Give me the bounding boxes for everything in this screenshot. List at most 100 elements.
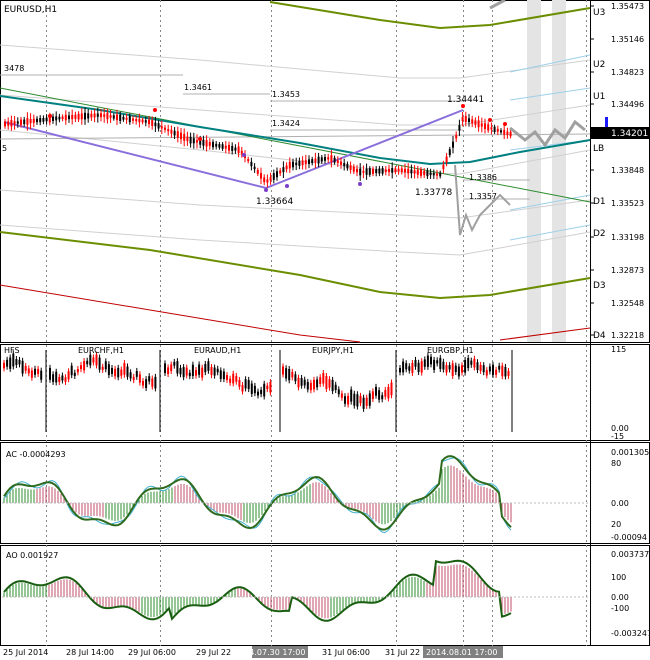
hfs-body	[375, 386, 377, 396]
candle-body	[480, 123, 483, 127]
hfs-body	[309, 382, 312, 391]
candle-body	[128, 116, 131, 123]
candle-body	[372, 168, 374, 174]
ac-scale-20: 20	[611, 520, 621, 529]
envelope-line	[0, 231, 591, 300]
hfs-body	[282, 366, 284, 375]
hfs-body	[64, 377, 67, 382]
hfs-label: HFS	[4, 346, 20, 355]
hfs-body	[188, 372, 191, 377]
hfs-body	[319, 377, 322, 385]
price-tick-label: 1.35146	[611, 35, 644, 44]
hfs-body	[15, 359, 18, 365]
candle-body	[320, 157, 323, 162]
candle-body	[362, 170, 365, 173]
candle-body	[256, 169, 259, 174]
candle-body	[436, 173, 438, 176]
time-axis[interactable]: 25 Jul 2014 28 Jul 14:00 29 Jul 06:00 29…	[3, 646, 503, 658]
price-annotations: 3478 1.3461 1.3453 1.3424 1.34441 1.3366…	[4, 64, 497, 207]
hfs-body	[479, 364, 482, 371]
forecast-ray	[509, 194, 591, 211]
ao-scale-neg100: -100	[611, 604, 629, 613]
candle-body	[234, 147, 237, 151]
candle-body	[164, 127, 166, 130]
hfs-body	[6, 359, 9, 367]
annotation-1-3357: 1.3357	[469, 192, 497, 201]
hfs-body	[507, 370, 510, 376]
hfs-body	[185, 367, 188, 376]
hfs-body	[107, 364, 110, 376]
hfs-body	[340, 393, 343, 398]
hfs-body	[257, 391, 259, 396]
ac-scale-zero: 0.00	[611, 499, 629, 508]
hfs-body	[488, 366, 491, 372]
ao-scale-zero: 0.00	[611, 593, 629, 602]
hfs-body	[334, 384, 337, 391]
hfs-body	[365, 397, 368, 406]
hfs-body	[347, 395, 350, 405]
price-tick-label: 1.35473	[611, 2, 644, 11]
hfs-body	[359, 395, 362, 404]
time-label-4: 31 Jul 06:00	[322, 648, 370, 657]
candle-body	[202, 139, 205, 146]
hfs-body	[414, 359, 417, 367]
candle-body	[215, 143, 218, 147]
hfs-body	[387, 386, 390, 399]
candle-body	[458, 125, 461, 131]
hfs-body	[408, 366, 411, 371]
candle-body	[272, 173, 275, 180]
candle-body	[48, 115, 51, 123]
candle-body	[375, 169, 378, 174]
hfs-body	[288, 368, 291, 381]
time-highlight-label-2: 2014.08.01 17:00	[426, 648, 497, 657]
hfs-body	[76, 368, 79, 373]
hfs-body	[49, 367, 51, 380]
candle-body	[36, 118, 38, 123]
candle-body	[90, 113, 93, 118]
hfs-subchart-eurchf: EURCHF,H1	[78, 346, 124, 355]
candle-body	[80, 113, 83, 120]
hfs-body	[123, 363, 126, 375]
ac-scale-min: -0.00094	[611, 533, 647, 542]
hfs-body	[244, 379, 247, 389]
candle-body	[314, 158, 317, 163]
hfs-body	[135, 370, 138, 377]
fractal-marker	[358, 182, 362, 186]
lower-band-line	[0, 284, 361, 343]
hfs-body	[18, 359, 21, 365]
candle-body	[125, 117, 128, 120]
candle-body	[45, 117, 48, 122]
candle-body	[151, 120, 154, 126]
candle-body	[416, 169, 419, 175]
candle-body	[352, 166, 355, 172]
time-label-3: 29 Jul 22	[196, 648, 231, 657]
annotation-1-3424: 1.3424	[272, 119, 300, 128]
level-label: D2	[593, 229, 606, 239]
left-edge-marker: 5	[2, 144, 7, 153]
candle-body	[343, 163, 346, 167]
projection-lower	[454, 164, 511, 236]
hfs-body	[263, 383, 266, 397]
ao-panel[interactable]	[0, 545, 650, 646]
projection-top	[489, 0, 506, 10]
level-label: U3	[593, 8, 605, 18]
hfs-panel[interactable]	[0, 344, 650, 441]
hfs-body	[219, 370, 222, 380]
price-scale[interactable]: 1.35473 1.35146 1.34823 1.34496 1.33848 1.335…	[590, 2, 644, 340]
hfs-body	[457, 366, 460, 377]
hfs-body	[195, 370, 197, 376]
hfs-body	[238, 380, 241, 387]
ac-line	[3, 455, 512, 531]
candle-body	[199, 139, 202, 145]
candle-body	[29, 119, 32, 124]
hfs-body	[417, 362, 420, 372]
candle-body	[71, 114, 74, 120]
hfs-body	[142, 380, 144, 386]
candle-body	[468, 118, 470, 123]
hfs-body	[426, 355, 429, 367]
candle-body	[461, 117, 464, 122]
fractal-marker	[264, 188, 268, 192]
candle-body	[388, 168, 390, 173]
